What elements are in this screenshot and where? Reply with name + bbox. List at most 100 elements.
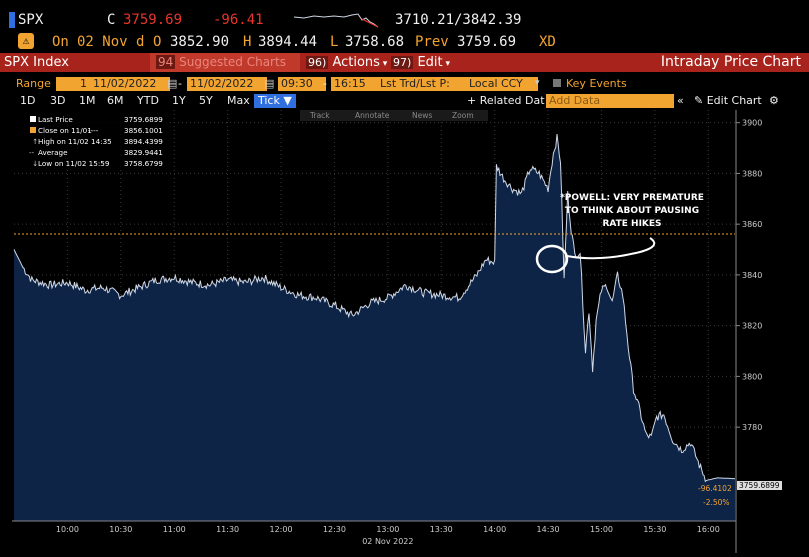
pct-tag: -2.50% <box>703 498 730 507</box>
zoom-tool[interactable]: Zoom <box>452 111 474 120</box>
change-value: -96.41 <box>213 12 264 28</box>
ticker-marker <box>9 12 15 28</box>
legend-last-value: 3759.6899 <box>124 115 163 124</box>
legend-high-label: High on 11/02 14:35 <box>38 137 112 146</box>
x-tick-label: 10:00 <box>56 525 79 534</box>
chart-tools: Track Annotate News Zoom <box>300 110 488 121</box>
annotate-tool[interactable]: Annotate <box>355 111 390 120</box>
y-tick-label: 3800 <box>742 372 762 381</box>
period-1m[interactable]: 1M <box>79 94 96 107</box>
y-tick-label: 3880 <box>742 169 762 178</box>
quote-detail-row: ⚠ On 02 Nov d O 3852.90 H 3894.44 L 3758… <box>0 32 809 52</box>
period-6m[interactable]: 6M <box>107 94 124 107</box>
actions-num: 96) <box>306 56 329 69</box>
tick-select[interactable]: Tick ▼ <box>254 93 296 108</box>
svg-text:----: ---- <box>88 126 99 135</box>
related-data-button[interactable]: + Related Dat <box>467 94 545 107</box>
x-date-label: 02 Nov 2022 <box>362 537 413 546</box>
period-5y[interactable]: 5Y <box>199 94 213 107</box>
low-label: L <box>330 34 339 50</box>
close-label: C <box>107 12 116 28</box>
range-label: Range <box>16 77 51 90</box>
trade-mode-select[interactable]: Lst Trd/Lst P: <box>377 76 467 91</box>
x-tick-label: 15:00 <box>590 525 613 534</box>
chart-title: Intraday Price Chart <box>660 54 801 70</box>
last-price-tag <box>737 481 782 490</box>
prev-label: Prev <box>415 34 449 50</box>
x-tick-label: 13:00 <box>376 525 399 534</box>
low-value: 3758.68 <box>345 34 405 50</box>
legend-low-label: Low on 11/02 15:59 <box>38 159 110 168</box>
period-ytd[interactable]: YTD <box>137 94 159 107</box>
sparkline-icon <box>293 13 379 28</box>
y-tick-label: 3820 <box>742 322 762 331</box>
y-tick-label: 3780 <box>742 423 762 432</box>
chevron-down-icon[interactable]: ▾ <box>535 78 540 88</box>
add-data-input[interactable]: Add Data <box>546 93 674 108</box>
start-time-field[interactable]: 09:30 <box>278 76 326 91</box>
end-time-field[interactable]: 16:15 <box>331 76 377 91</box>
annotation-arrow <box>566 237 656 260</box>
legend-close-value: 3856.1001 <box>124 126 163 135</box>
ticker[interactable]: SPX <box>18 12 44 28</box>
close-value: 3759.69 <box>123 12 183 28</box>
period-3d[interactable]: 3D <box>50 94 66 107</box>
start-date-field[interactable]: 11/02/2022 <box>90 76 170 91</box>
y-axis: 3780 3800 3820 3840 3860 3880 3900 <box>736 119 762 432</box>
x-tick-label: 14:00 <box>483 525 506 534</box>
edit-num: 97) <box>391 56 414 69</box>
edit-chart-button[interactable]: ✎ Edit Chart <box>694 94 762 107</box>
legend-close-label: Close on 11/01 <box>38 126 92 135</box>
powell-annotation: *POWELL: VERY PREMATURE TO THINK ABOUT P… <box>535 193 704 274</box>
svg-text:↑: ↑ <box>32 137 38 146</box>
legend-last-label: Last Price <box>38 115 73 124</box>
legend-avg-label: Average <box>38 148 68 157</box>
x-axis: 10:00 10:30 11:00 11:30 12:00 12:30 13:00 13:30… <box>56 525 720 546</box>
alert-icon[interactable]: ⚠ <box>18 33 34 49</box>
day-range: 3710.21/3842.39 <box>395 12 522 28</box>
quote-date: 02 Nov d <box>77 34 145 50</box>
collapse-icon[interactable]: « <box>677 94 684 107</box>
legend-swatch-close <box>30 127 36 133</box>
function-toolbar: SPX Index 94 Suggested Charts 96) Action… <box>0 53 809 72</box>
track-tool[interactable]: Track <box>309 111 330 120</box>
legend-swatch-last <box>30 116 36 122</box>
calendar-icon[interactable]: ▤ <box>264 77 275 90</box>
suggested-charts-button[interactable]: 94 Suggested Charts <box>150 53 300 72</box>
suggested-num: 94 <box>156 55 176 69</box>
last-price-tag-value: 3759.6899 <box>739 481 780 490</box>
period-1d[interactable]: 1D <box>20 94 36 107</box>
prev-value: 3759.69 <box>457 34 517 50</box>
open-label: O <box>153 34 162 50</box>
calendar-icon[interactable]: ▤ <box>167 77 178 90</box>
key-events-label[interactable]: Key Events <box>566 77 627 90</box>
period-1y[interactable]: 1Y <box>172 94 186 107</box>
xd-label: XD <box>539 34 556 50</box>
end-date-field[interactable]: 11/02/2022 <box>187 76 267 91</box>
legend-avg-value: 3829.9441 <box>124 148 163 157</box>
x-tick-label: 15:30 <box>643 525 666 534</box>
news-tool[interactable]: News <box>412 111 432 120</box>
range-num-field[interactable]: 1 <box>56 76 90 91</box>
annotation-line-1: *POWELL: VERY PREMATURE <box>560 193 704 203</box>
edit-button[interactable]: 97) Edit ▾ <box>391 55 451 70</box>
x-tick-label: 12:30 <box>323 525 346 534</box>
checkbox-icon[interactable] <box>553 79 561 87</box>
edit-chart-label: Edit Chart <box>706 94 762 107</box>
period-max[interactable]: Max <box>227 94 250 107</box>
tick-label: Tick <box>258 93 280 107</box>
security-field[interactable]: SPX Index <box>0 53 156 72</box>
price-line <box>13 133 736 483</box>
x-tick-label: 14:30 <box>537 525 560 534</box>
gear-icon[interactable]: ⚙ <box>769 94 779 107</box>
range-settings-row: Range 1 11/02/2022 ▤ - 11/02/2022 ▤ 09:3… <box>16 76 627 91</box>
currency-select[interactable]: Local CCY <box>466 76 538 91</box>
legend-low-value: 3758.6799 <box>124 159 163 168</box>
edit-label: Edit <box>417 55 443 70</box>
high-label: H <box>243 34 252 50</box>
y-tick-label: 3900 <box>742 119 762 128</box>
x-tick-label: 16:00 <box>697 525 720 534</box>
actions-button[interactable]: 96) Actions ▾ <box>306 55 388 70</box>
svg-text:↓: ↓ <box>32 159 38 168</box>
